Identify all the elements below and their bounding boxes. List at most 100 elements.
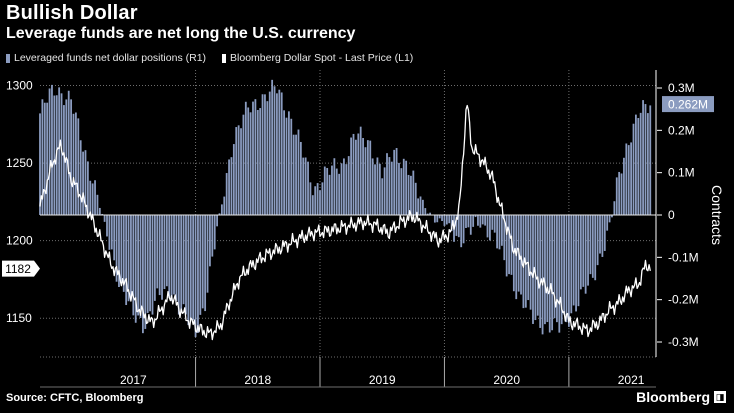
position-bar [359,126,362,215]
position-bar [613,201,616,215]
position-bar [122,215,125,292]
position-bar [335,168,338,215]
position-bar [323,166,326,215]
position-bar [383,167,386,215]
position-bar [436,215,439,223]
position-bar [606,215,609,231]
position-bar [338,173,341,215]
position-bar [218,213,221,215]
position-bar [72,113,75,215]
position-bar [321,182,324,215]
position-bar [426,213,429,215]
position-bar [60,93,63,215]
position-bar [232,144,235,215]
position-bar [634,114,637,215]
position-bar [110,215,113,250]
position-bar [366,140,369,215]
position-bar [508,215,510,275]
position-bar [618,171,621,215]
position-bar [235,127,238,215]
position-bar [101,213,104,215]
position-bar [98,207,101,215]
position-bar [589,215,592,275]
legend-item-price: Bloomberg Dollar Spot - Last Price (L1) [222,52,413,64]
position-bar [63,105,65,215]
position-bar [309,182,312,215]
position-bar [374,164,376,215]
last-value-badge-right [662,96,714,113]
position-bar [204,215,207,312]
position-bar [472,215,475,227]
position-bar [299,141,302,215]
position-bar [637,118,640,215]
right-tick-label: 0.2M [668,123,695,137]
position-bar [177,215,180,315]
position-bar [216,215,218,227]
position-bar [582,215,585,287]
last-value-label-right: 0.262M [668,98,708,112]
position-bar [445,215,448,225]
position-bar [443,215,446,226]
position-bar [388,157,391,215]
right-tick-label: -0.3M [668,335,699,349]
position-bar [199,215,202,315]
position-bar [544,215,546,325]
position-bar [522,215,525,309]
position-bar [161,215,163,300]
position-bar [424,208,427,215]
position-bar [567,215,570,327]
position-bar [393,149,396,215]
position-bar [551,215,554,331]
position-bar [429,212,431,215]
position-bar [395,148,398,215]
position-bar [623,157,625,215]
position-bar [146,215,149,313]
position-bar [163,215,166,290]
position-bar [206,215,209,293]
position-bar [311,195,314,215]
position-bar [264,94,266,215]
position-bar [575,215,577,312]
position-bar [503,215,506,261]
position-bar [644,104,647,215]
position-bar [254,99,257,215]
position-bar [74,112,77,215]
position-bar [139,215,142,318]
position-bar [565,215,568,323]
position-bar [84,150,87,215]
position-bar [414,182,417,215]
position-bar [611,215,613,218]
x-tick-label: 2019 [369,373,396,387]
position-bar [433,215,436,223]
position-bar [256,110,259,215]
position-bar [276,93,278,215]
position-bar [560,215,563,325]
right-axis-title: Contracts [709,185,725,245]
position-bar [343,158,345,215]
position-bar [290,118,293,215]
position-bar [292,134,295,215]
position-bar [400,168,403,215]
position-bar [570,215,573,314]
position-bar [326,167,329,215]
position-bar [579,215,582,290]
position-bar [489,215,491,241]
position-bar [103,215,106,222]
position-bar [474,215,477,218]
position-bar [132,215,135,316]
left-tick-label: 1250 [6,156,33,170]
position-bar [556,215,558,323]
position-bar [48,88,51,215]
position-bar [144,215,147,329]
position-bar [151,215,154,315]
position-bar [510,215,513,275]
position-bar [498,215,501,250]
position-bar [170,215,173,301]
position-bar [340,163,343,215]
position-bar [515,215,518,300]
position-bar [271,79,274,215]
position-bar [213,215,216,250]
position-bar [165,215,168,287]
position-bar [295,134,297,215]
position-bar [608,215,611,223]
